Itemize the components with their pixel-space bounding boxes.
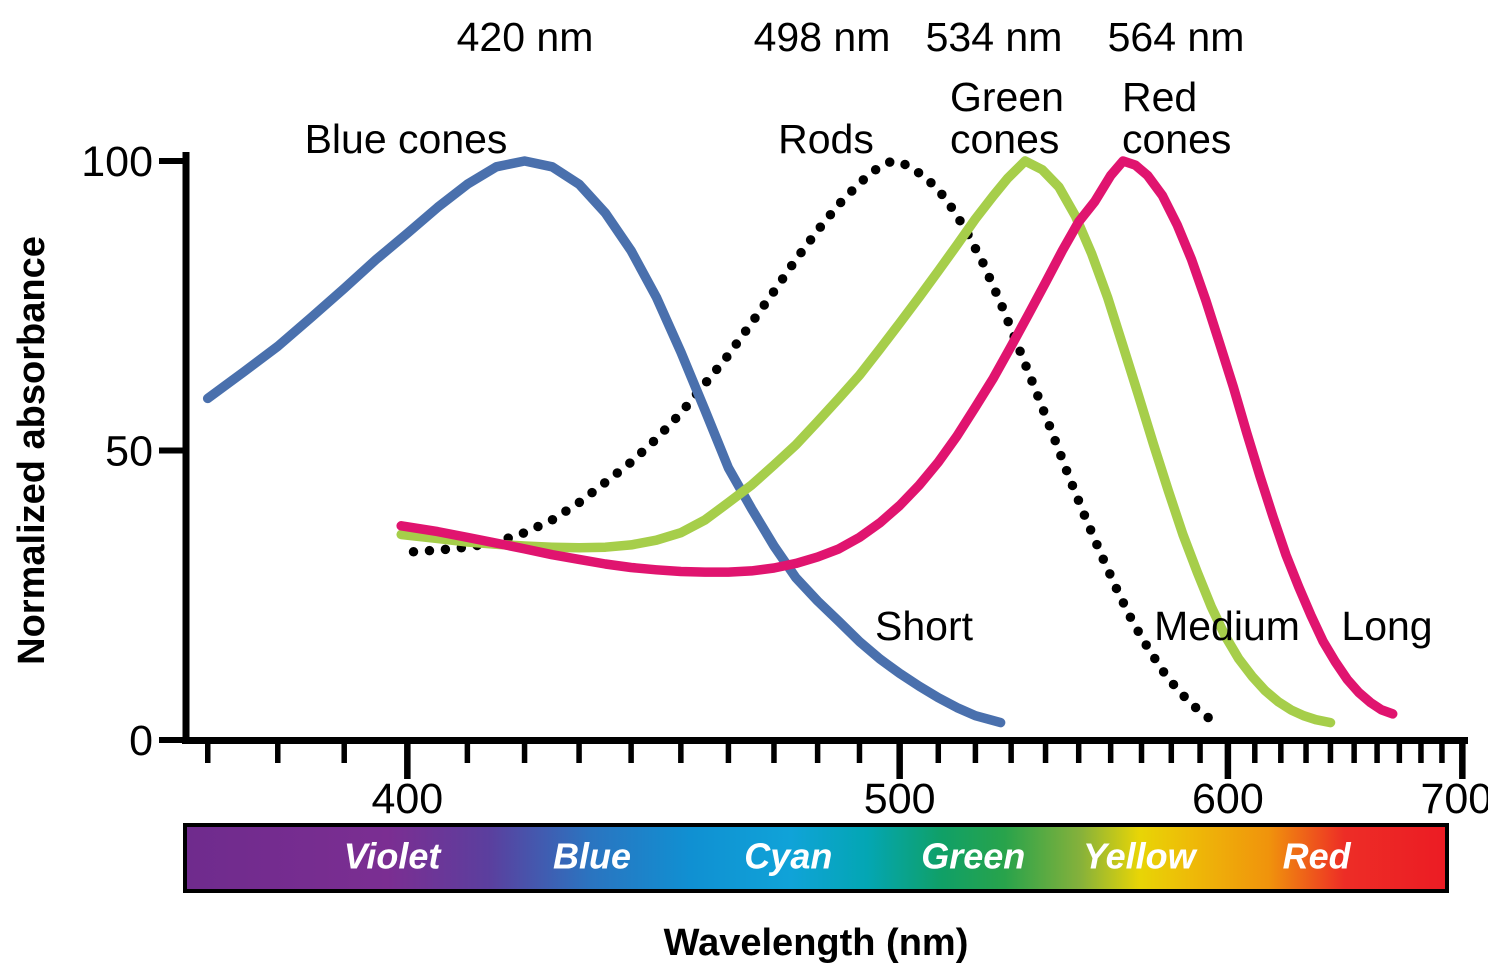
annotation-long: Long <box>1341 603 1432 649</box>
annotation-medium: Medium <box>1154 603 1300 649</box>
annotation-564-nm: 564 nm <box>1108 14 1245 60</box>
curve-green-cones <box>396 156 1336 728</box>
x-axis-title: Wavelength (nm) <box>663 922 969 964</box>
y-axis-title: Normalized absorbance <box>10 235 53 665</box>
spectrum-band-label-violet: Violet <box>343 835 441 877</box>
annotation-420-nm: 420 nm <box>457 14 594 60</box>
annotation-green-cones: Green cones <box>950 74 1064 162</box>
y-tick-label-0: 0 <box>129 717 153 765</box>
curve-blue-cones <box>202 156 1006 728</box>
y-tick-label-100: 100 <box>81 138 153 186</box>
x-tick-label-500: 500 <box>864 775 936 823</box>
annotation-498-nm: 498 nm <box>754 14 891 60</box>
x-tick-label-400: 400 <box>371 775 443 823</box>
spectrum-band-label-green: Green <box>921 835 1026 877</box>
curve-red-cones <box>396 156 1398 719</box>
annotation-short: Short <box>875 603 974 649</box>
spectrum-band-label-red: Red <box>1282 835 1351 877</box>
x-tick-label-600: 600 <box>1192 775 1264 823</box>
x-tick-label-700: 700 <box>1420 775 1488 823</box>
y-tick-label-50: 50 <box>105 428 153 476</box>
spectrum-band-label-blue: Blue <box>553 835 632 877</box>
annotation-534-nm: 534 nm <box>926 14 1063 60</box>
annotation-rods: Rods <box>778 116 874 162</box>
visible-spectrum-bar: Violet Blue Cyan Green Yellow Red <box>183 823 1449 893</box>
annotation-blue-cones: Blue cones <box>305 116 508 162</box>
y-axis-title-strip: Normalized absorbance <box>6 150 58 750</box>
curve-rods <box>408 156 1222 729</box>
spectrum-band-label-cyan: Cyan <box>744 835 833 877</box>
annotation-red-cones: Red cones <box>1122 74 1231 162</box>
spectrum-band-label-yellow: Yellow <box>1082 835 1196 877</box>
